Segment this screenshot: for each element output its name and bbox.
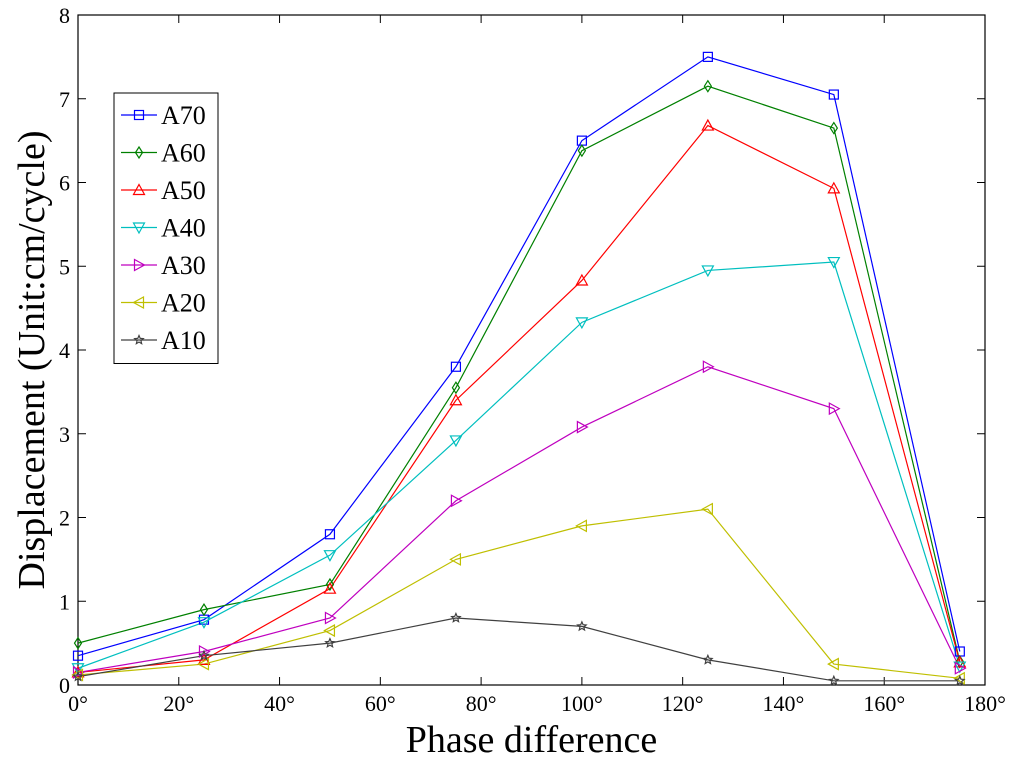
y-tick-label: 5 bbox=[59, 254, 70, 279]
data-point-a50 bbox=[449, 393, 463, 406]
data-point-a60 bbox=[73, 636, 83, 650]
data-point-a40 bbox=[71, 663, 85, 675]
data-point-a70 bbox=[324, 529, 336, 540]
legend-marker-a60 bbox=[134, 145, 144, 160]
data-point-a70 bbox=[702, 51, 713, 62]
series-markers bbox=[71, 51, 967, 686]
x-tick-label: 140° bbox=[763, 691, 805, 716]
series-line-a30 bbox=[77, 366, 961, 674]
legend-marker-a10 bbox=[133, 333, 145, 345]
data-point-a10 bbox=[702, 653, 714, 665]
y-tick-label: 7 bbox=[59, 87, 70, 112]
data-point-a60 bbox=[577, 144, 587, 158]
data-point-a20 bbox=[323, 624, 336, 638]
data-point-a10 bbox=[324, 637, 336, 649]
y-tick-label: 8 bbox=[59, 3, 70, 28]
y-tick-label: 1 bbox=[59, 589, 70, 614]
data-point-a50 bbox=[323, 581, 337, 594]
data-point-a20 bbox=[197, 657, 210, 671]
series-lines bbox=[77, 56, 961, 682]
data-point-a10 bbox=[450, 611, 462, 623]
data-point-a20 bbox=[449, 552, 462, 566]
legend: A70 A60 A50 A40 A30 A20 A10 bbox=[113, 92, 219, 364]
data-point-a30 bbox=[828, 402, 841, 416]
data-point-a40 bbox=[827, 256, 841, 269]
y-tick-label: 4 bbox=[59, 338, 70, 363]
series-line-a40 bbox=[77, 261, 961, 669]
series-line-a60 bbox=[77, 85, 961, 662]
legend-box bbox=[113, 92, 219, 364]
data-point-a40 bbox=[575, 317, 589, 330]
data-point-a30 bbox=[954, 661, 967, 675]
legend-marker-a30 bbox=[133, 258, 146, 272]
data-point-a30 bbox=[72, 665, 85, 679]
legend-marker-a50 bbox=[132, 183, 146, 196]
series-line-a10 bbox=[77, 617, 960, 682]
axis-ticks: 0° 20° 40° 60° 80° 100° 120° 140° 160° 180° 0 1 2 3 4 5… bbox=[59, 3, 1006, 716]
data-point-a50 bbox=[71, 665, 85, 678]
legend-label-a10: A10 bbox=[161, 326, 206, 355]
data-point-a70 bbox=[72, 650, 84, 661]
data-point-a60 bbox=[451, 381, 461, 395]
data-point-a20 bbox=[827, 657, 839, 671]
data-point-a10 bbox=[72, 670, 84, 682]
x-tick-label: 20° bbox=[163, 691, 194, 716]
legend-label-a70: A70 bbox=[161, 101, 206, 130]
data-point-a30 bbox=[576, 420, 589, 434]
data-point-a40 bbox=[323, 550, 337, 562]
legend-marker-a20 bbox=[132, 295, 145, 310]
data-point-a10 bbox=[954, 674, 966, 686]
data-point-a40 bbox=[449, 435, 463, 448]
y-tick-label: 2 bbox=[59, 506, 70, 531]
data-point-a70 bbox=[450, 361, 462, 372]
data-point-a30 bbox=[198, 644, 211, 659]
x-tick-label: 40° bbox=[264, 691, 295, 716]
data-point-a30 bbox=[450, 494, 463, 508]
legend-label-a60: A60 bbox=[161, 139, 206, 168]
data-point-a30 bbox=[702, 360, 715, 374]
legend-label-a40: A40 bbox=[161, 214, 206, 243]
x-tick-label: 80° bbox=[466, 691, 497, 716]
data-point-a60 bbox=[829, 121, 839, 135]
data-point-a20 bbox=[953, 671, 965, 685]
data-point-a50 bbox=[575, 273, 589, 286]
x-tick-label: 100° bbox=[561, 691, 603, 716]
legend-label-a50: A50 bbox=[161, 176, 206, 205]
legend-label-a30: A30 bbox=[161, 251, 206, 280]
data-point-a20 bbox=[701, 502, 713, 516]
x-tick-label: 60° bbox=[365, 691, 396, 716]
legend-marker-a40 bbox=[132, 222, 146, 235]
data-point-a60 bbox=[199, 603, 209, 617]
data-point-a30 bbox=[324, 611, 337, 625]
y-tick-label: 6 bbox=[59, 171, 70, 196]
legend-marker-a70 bbox=[133, 109, 145, 121]
series-line-a20 bbox=[77, 508, 960, 679]
data-point-a70 bbox=[828, 89, 839, 100]
series-line-a50 bbox=[77, 124, 961, 674]
x-axis-title: Phase difference bbox=[406, 719, 657, 760]
data-point-a50 bbox=[701, 118, 715, 131]
x-tick-label: 0° bbox=[68, 691, 88, 716]
data-point-a10 bbox=[198, 649, 210, 661]
x-tick-label: 120° bbox=[662, 691, 704, 716]
data-point-a60 bbox=[703, 79, 713, 93]
data-point-a10 bbox=[828, 674, 840, 686]
data-point-a10 bbox=[576, 620, 588, 632]
data-point-a40 bbox=[197, 617, 211, 629]
data-point-a60 bbox=[325, 577, 335, 592]
data-point-a20 bbox=[575, 519, 587, 533]
data-point-a40 bbox=[701, 265, 715, 278]
x-tick-label: 180° bbox=[964, 691, 1006, 716]
y-tick-label: 0 bbox=[59, 673, 70, 698]
y-axis-title: Displacement (Unit:cm/cycle) bbox=[11, 131, 53, 590]
y-tick-label: 3 bbox=[59, 422, 70, 447]
data-point-a50 bbox=[827, 181, 841, 194]
legend-label-a20: A20 bbox=[161, 289, 206, 318]
x-tick-label: 160° bbox=[863, 691, 905, 716]
